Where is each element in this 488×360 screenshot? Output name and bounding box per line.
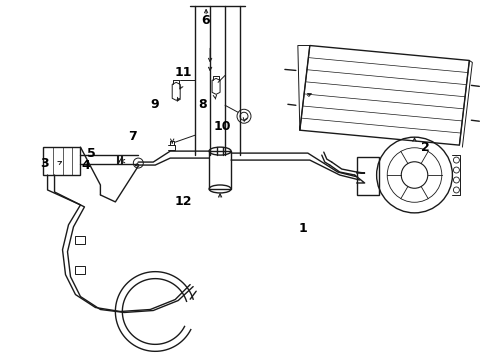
- Text: 4: 4: [81, 159, 90, 172]
- Text: 9: 9: [150, 98, 158, 111]
- Text: 10: 10: [213, 120, 231, 133]
- Bar: [75, 266, 85, 274]
- Text: 1: 1: [298, 222, 307, 235]
- Bar: [356, 157, 378, 195]
- Text: 8: 8: [198, 98, 207, 111]
- Text: 12: 12: [174, 195, 192, 208]
- Text: 6: 6: [201, 14, 209, 27]
- Bar: [42, 147, 81, 175]
- Text: 2: 2: [420, 141, 428, 154]
- Text: 7: 7: [128, 130, 137, 144]
- Text: 5: 5: [86, 147, 95, 159]
- Text: 3: 3: [40, 157, 49, 170]
- Bar: [75, 236, 85, 244]
- Text: 11: 11: [174, 66, 192, 79]
- Bar: [209, 151, 230, 189]
